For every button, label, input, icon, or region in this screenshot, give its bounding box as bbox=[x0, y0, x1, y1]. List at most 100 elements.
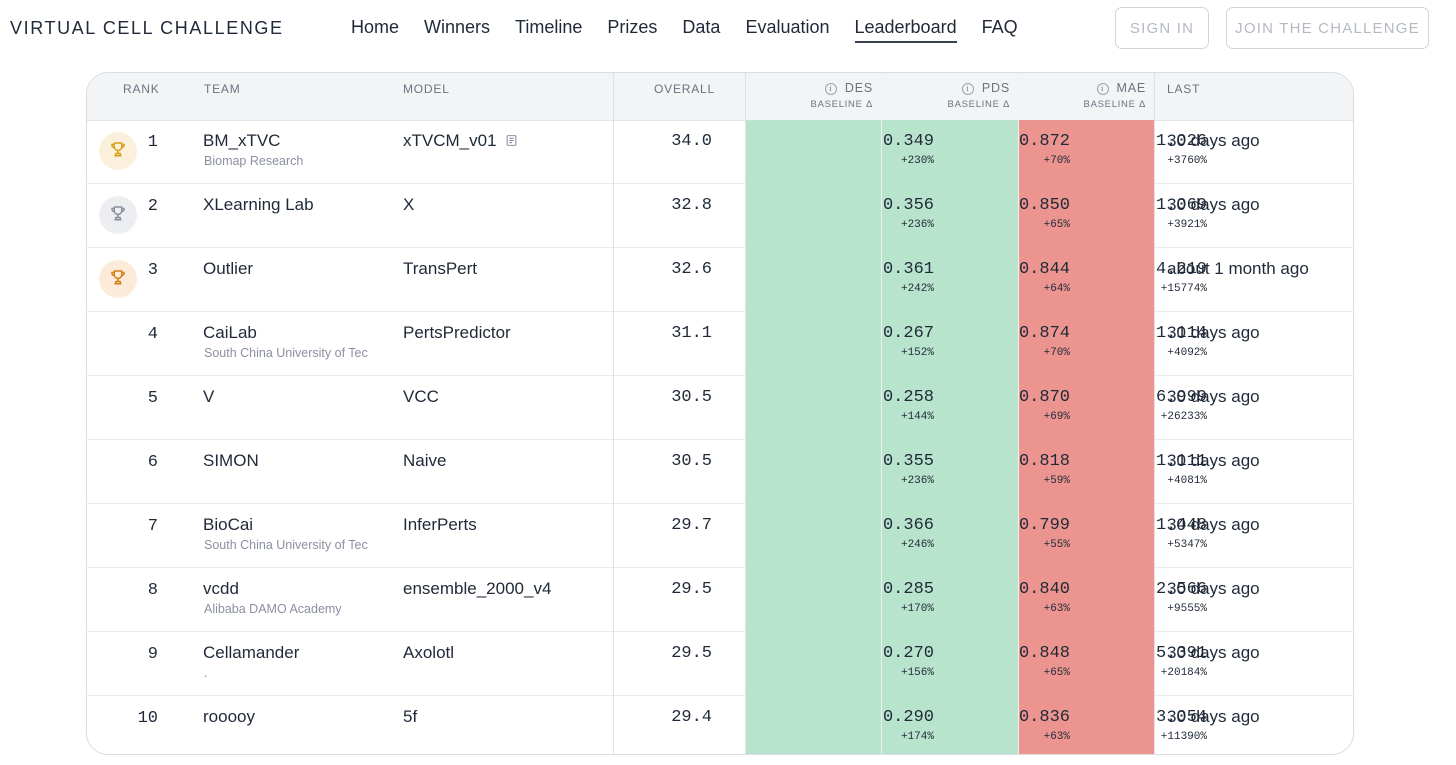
trophy-icon bbox=[109, 268, 127, 291]
table-row[interactable]: 1 BM_xTVC Biomap Research xTVCM_v01 34.0 0.34… bbox=[87, 120, 1353, 184]
nav-link-leaderboard[interactable]: Leaderboard bbox=[854, 17, 957, 43]
column-header-des[interactable]: i DES BASELINE Δ bbox=[745, 73, 881, 120]
trophy-badge bbox=[99, 132, 137, 170]
mae-value: 1.026 bbox=[1155, 132, 1207, 151]
info-icon[interactable]: i bbox=[961, 83, 974, 95]
des-delta: +230% bbox=[900, 155, 934, 167]
rank-number: 5 bbox=[147, 389, 158, 408]
last-submission: 30 days ago bbox=[1167, 451, 1260, 470]
mae-cell bbox=[1018, 312, 1154, 376]
document-icon[interactable] bbox=[505, 134, 518, 152]
pds-cell bbox=[881, 120, 1018, 184]
rank-number: 7 bbox=[147, 517, 158, 536]
info-icon[interactable]: i bbox=[824, 83, 837, 95]
des-delta: +236% bbox=[900, 219, 934, 231]
last-submission: about 1 month ago bbox=[1167, 259, 1309, 278]
column-header-rank[interactable]: RANK bbox=[123, 82, 160, 96]
last-submission: 30 days ago bbox=[1167, 579, 1260, 598]
table-row[interactable]: 2 XLearning Lab X 32.8 0.356 +236% 0.850 +65% 1.… bbox=[87, 184, 1353, 248]
pds-value: 0.872 bbox=[1018, 132, 1070, 151]
team-name[interactable]: vcdd bbox=[203, 579, 239, 598]
pds-cell bbox=[881, 440, 1018, 504]
mae-value: 3.054 bbox=[1155, 708, 1207, 727]
table-row[interactable]: 3 Outlier TransPert 32.6 0.361 +242% 0.844 +64%… bbox=[87, 248, 1353, 312]
mae-delta: +3760% bbox=[1167, 155, 1207, 167]
leaderboard-table: RANK TEAM MODEL OVERALL i DES BASELINE Δ … bbox=[86, 72, 1354, 755]
column-header-pds[interactable]: i PDS BASELINE Δ bbox=[881, 73, 1018, 120]
column-divider bbox=[1018, 73, 1019, 754]
pds-label: PDS bbox=[981, 81, 1010, 95]
nav-link-winners[interactable]: Winners bbox=[424, 17, 491, 37]
trophy-badge bbox=[99, 196, 137, 234]
column-header-last[interactable]: LAST bbox=[1167, 82, 1201, 96]
des-cell bbox=[745, 376, 881, 440]
team-name[interactable]: SIMON bbox=[203, 451, 259, 470]
table-row[interactable]: 9 Cellamander. Axolotl 29.5 0.270 +156% 0.848 +… bbox=[87, 632, 1353, 696]
nav-link-prizes[interactable]: Prizes bbox=[607, 17, 658, 37]
table-row[interactable]: 7 BioCai South China University of Tec Infe… bbox=[87, 504, 1353, 568]
pds-delta: +64% bbox=[1043, 283, 1070, 295]
table-row[interactable]: 4 CaiLab South China University of Tec Pert… bbox=[87, 312, 1353, 376]
pds-cell bbox=[881, 248, 1018, 312]
nav-link-data[interactable]: Data bbox=[682, 17, 721, 37]
team-name[interactable]: BM_xTVC bbox=[203, 131, 281, 150]
column-divider bbox=[881, 73, 882, 754]
team-organization: . bbox=[204, 666, 208, 680]
overall-score: 30.5 bbox=[671, 388, 712, 407]
last-submission: 30 days ago bbox=[1167, 195, 1260, 214]
des-delta: +246% bbox=[900, 539, 934, 551]
des-delta: +174% bbox=[900, 731, 934, 743]
pds-value: 0.848 bbox=[1018, 644, 1070, 663]
mae-delta: +15774% bbox=[1160, 283, 1207, 295]
model-name: InferPerts bbox=[403, 515, 477, 534]
team-name[interactable]: BioCai bbox=[203, 515, 254, 534]
nav-link-timeline[interactable]: Timeline bbox=[515, 17, 583, 37]
join-challenge-button[interactable]: JOIN THE CHALLENGE bbox=[1226, 7, 1429, 49]
des-cell bbox=[745, 632, 881, 696]
mae-cell bbox=[1018, 504, 1154, 568]
site-logo[interactable]: VIRTUAL CELL CHALLENGE bbox=[10, 18, 284, 38]
nav-link-evaluation[interactable]: Evaluation bbox=[745, 17, 830, 37]
des-value: 0.349 bbox=[882, 132, 934, 151]
des-cell bbox=[745, 248, 881, 312]
mae-label: MAE bbox=[1116, 81, 1146, 95]
team-name[interactable]: Outlier bbox=[203, 259, 254, 278]
overall-score: 29.5 bbox=[671, 580, 712, 599]
des-cell bbox=[745, 312, 881, 376]
rank-number: 3 bbox=[147, 261, 158, 280]
team-name[interactable]: XLearning Lab bbox=[203, 195, 314, 214]
info-icon[interactable]: i bbox=[1096, 83, 1109, 95]
pds-delta: +70% bbox=[1043, 347, 1070, 359]
table-row[interactable]: 10 rooooy 5f 29.4 0.290 +174% 0.836 +63% 3.054 +1… bbox=[87, 696, 1353, 754]
sign-in-button[interactable]: SIGN IN bbox=[1115, 7, 1209, 49]
nav-link-home[interactable]: Home bbox=[351, 17, 400, 37]
rank-number: 6 bbox=[147, 453, 158, 472]
overall-score: 32.6 bbox=[671, 260, 712, 279]
rank-number: 8 bbox=[147, 581, 158, 600]
pds-value: 0.818 bbox=[1018, 452, 1070, 471]
team-organization: South China University of Tec bbox=[204, 538, 368, 552]
rank-number: 9 bbox=[147, 645, 158, 664]
column-header-team[interactable]: TEAM bbox=[204, 82, 241, 96]
rank-number: 10 bbox=[137, 709, 158, 728]
column-header-overall[interactable]: OVERALL bbox=[654, 82, 715, 96]
team-name[interactable]: V bbox=[203, 387, 215, 406]
des-value: 0.285 bbox=[882, 580, 934, 599]
last-submission: 30 days ago bbox=[1167, 323, 1260, 342]
table-row[interactable]: 5 V VCC 30.5 0.258 +144% 0.870 +69% 6.999 +26233%… bbox=[87, 376, 1353, 440]
mae-cell bbox=[1018, 248, 1154, 312]
mae-cell bbox=[1018, 632, 1154, 696]
column-header-model[interactable]: MODEL bbox=[403, 82, 450, 96]
team-name[interactable]: CaiLab bbox=[203, 323, 257, 342]
team-name[interactable]: rooooy bbox=[203, 707, 255, 726]
team-organization: South China University of Tec bbox=[204, 346, 368, 360]
column-header-mae[interactable]: i MAE BASELINE Δ bbox=[1018, 73, 1154, 120]
pds-cell bbox=[881, 184, 1018, 248]
nav-link-faq[interactable]: FAQ bbox=[981, 17, 1018, 37]
table-row[interactable]: 8 vcdd Alibaba DAMO Academy ensemble_2000_v… bbox=[87, 568, 1353, 632]
team-name[interactable]: Cellamander bbox=[203, 643, 300, 662]
table-row[interactable]: 6 SIMON Naive 30.5 0.355 +236% 0.818 +59% 1.111 +… bbox=[87, 440, 1353, 504]
mae-value: 1.111 bbox=[1155, 452, 1207, 471]
des-cell bbox=[745, 440, 881, 504]
mae-delta: +5347% bbox=[1167, 539, 1207, 551]
